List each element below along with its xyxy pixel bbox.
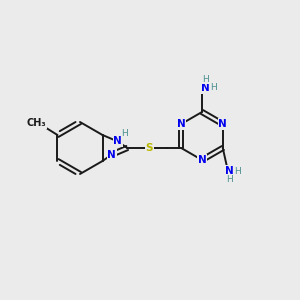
Text: H: H (122, 129, 128, 138)
Text: N: N (107, 149, 116, 160)
Text: H: H (234, 167, 241, 176)
Text: H: H (210, 83, 216, 92)
Text: N: N (177, 119, 186, 129)
Text: N: N (113, 136, 122, 146)
Text: N: N (218, 119, 227, 129)
Text: N: N (198, 155, 206, 165)
Text: CH₃: CH₃ (27, 118, 46, 128)
Text: H: H (202, 74, 208, 83)
Text: H: H (226, 176, 233, 184)
Text: S: S (146, 143, 153, 153)
Text: N: N (225, 166, 234, 176)
Text: N: N (201, 83, 209, 93)
